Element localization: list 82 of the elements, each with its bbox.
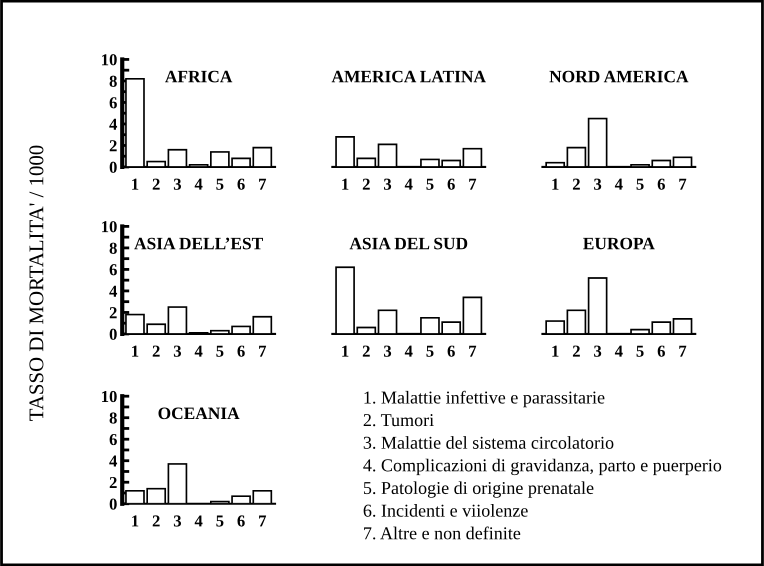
y-tick-label: 8 — [110, 242, 117, 254]
x-tick-label: 7 — [469, 346, 476, 357]
y-axis-title: TASSO DI MORTALITA' / 1000 — [29, 146, 44, 421]
chart-title: ASIA DEL SUD — [350, 238, 468, 250]
x-tick-label: 5 — [426, 178, 434, 190]
x-tick-label: 7 — [259, 178, 266, 190]
y-tick-label: 4 — [109, 456, 118, 467]
x-tick-label: 6 — [448, 346, 455, 357]
x-tick-label: 3 — [384, 178, 392, 190]
y-tick-label: 0 — [110, 328, 117, 340]
x-tick-label: 5 — [216, 346, 224, 357]
x-tick-label: 1 — [342, 346, 348, 357]
x-tick-label: 6 — [237, 178, 245, 190]
y-tick-label: 6 — [110, 264, 117, 276]
y-tick-label: 4 — [109, 118, 118, 130]
x-tick-label: 3 — [384, 346, 392, 357]
x-tick-label: 4 — [194, 346, 202, 357]
x-tick-label: 6 — [237, 346, 245, 357]
x-tick-label: 4 — [614, 178, 623, 190]
y-tick-label: 0 — [110, 498, 117, 510]
x-tick-label: 4 — [194, 515, 202, 526]
chart-title: NORD AMERICA — [549, 70, 688, 82]
text: 1. Malattie infettive e parassitarie — [364, 390, 604, 408]
y-tick-label: 8 — [110, 412, 117, 424]
text: 4. Complicazioni di gravidanza, parto e puerperio — [363, 458, 722, 476]
x-tick-label: 5 — [216, 516, 224, 527]
x-tick-label: 3 — [174, 515, 182, 527]
y-tick-label: 2 — [110, 476, 117, 488]
x-tick-label: 1 — [132, 515, 138, 526]
x-tick-label: 7 — [679, 346, 686, 357]
x-tick-label: 7 — [259, 516, 266, 526]
y-tick-label: 6 — [110, 434, 117, 446]
x-tick-label: 4 — [404, 346, 413, 357]
x-tick-label: 1 — [552, 346, 558, 357]
x-tick-label: 6 — [448, 178, 455, 190]
chart-title: AFRICA — [165, 70, 232, 82]
x-tick-label: 7 — [259, 346, 266, 357]
x-tick-label: 4 — [194, 178, 202, 190]
text: 6. Incidenti e viiolenze — [364, 504, 528, 517]
x-tick-label: 6 — [658, 178, 665, 190]
text: 7. Altre e non definite — [364, 526, 520, 540]
x-tick-label: 4 — [404, 178, 413, 190]
y-tick-label: 0 — [110, 162, 117, 173]
x-tick-label: 7 — [679, 178, 686, 190]
x-tick-label: 2 — [572, 346, 580, 357]
x-tick-label: 7 — [469, 178, 476, 190]
x-tick-label: 5 — [426, 346, 434, 357]
x-tick-label: 2 — [152, 515, 160, 526]
y-tick-label: 10 — [102, 390, 117, 402]
text: 3. Malattie del sistema circolatorio — [364, 436, 614, 449]
text: 2. Tumori — [364, 414, 434, 426]
x-tick-label: 5 — [636, 178, 644, 190]
y-tick-label: 6 — [110, 97, 117, 108]
x-tick-label: 4 — [614, 346, 623, 357]
x-tick-label: 3 — [594, 178, 602, 190]
x-tick-label: 2 — [362, 346, 370, 357]
text: 5. Patologie di origine prenatale — [364, 481, 594, 498]
chart-title: EUROPA — [583, 238, 655, 250]
x-tick-label: 1 — [132, 178, 138, 190]
y-tick-label: 2 — [110, 140, 117, 152]
x-tick-label: 1 — [342, 178, 348, 190]
x-tick-label: 3 — [174, 178, 182, 190]
y-tick-label: 10 — [102, 221, 117, 232]
y-tick-label: 4 — [109, 286, 118, 297]
y-tick-label: 8 — [110, 76, 117, 87]
x-tick-label: 2 — [152, 346, 160, 357]
x-tick-label: 2 — [362, 178, 370, 190]
x-tick-label: 1 — [132, 346, 138, 357]
x-tick-label: 6 — [237, 515, 245, 527]
y-tick-label: 2 — [110, 307, 117, 318]
x-tick-label: 3 — [174, 346, 182, 357]
y-tick-label: 10 — [102, 54, 117, 66]
x-tick-label: 2 — [572, 178, 580, 190]
x-tick-label: 1 — [552, 178, 558, 190]
chart-title: AMERICA LATINA — [332, 70, 486, 82]
x-tick-label: 5 — [216, 178, 224, 190]
x-tick-label: 6 — [658, 346, 665, 357]
chart-title: ASIA DELL’EST — [134, 238, 263, 250]
x-tick-label: 2 — [152, 178, 160, 190]
x-tick-label: 3 — [594, 346, 602, 357]
chart-title: OCEANIA — [158, 408, 240, 420]
x-tick-label: 5 — [636, 346, 644, 357]
